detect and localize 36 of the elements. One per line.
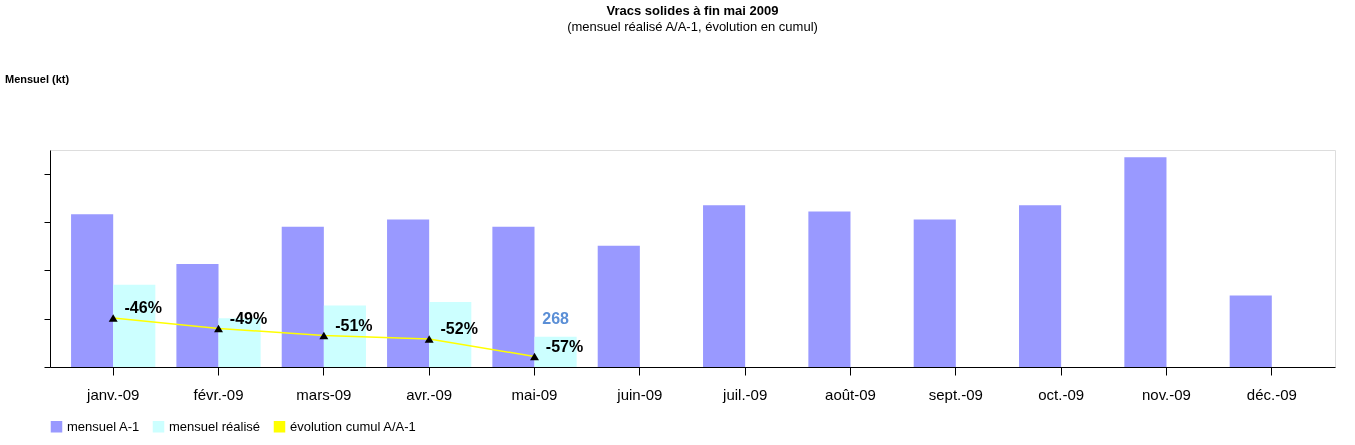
x-tick-label: févr.-09 [193,385,244,403]
x-tick-label: oct.-09 [1038,385,1085,403]
bar [281,226,324,367]
legend-label: mensuel réalisé [169,418,261,434]
data-label: 268 [542,309,570,327]
chart-subtitle: (mensuel réalisé A/A-1, évolution en cumul) [567,19,818,34]
data-label: -49% [229,309,268,327]
bar [703,205,746,367]
legend-label: évolution cumul A/A-1 [290,418,416,434]
bar [176,263,219,367]
text: Mensuel (kt) [5,73,70,85]
x-tick-label: juin-09 [616,385,663,403]
bar [808,211,851,367]
bar [913,219,956,367]
bar [1019,205,1062,367]
x-tick-label: août-09 [825,385,876,403]
x-tick-label: mars-09 [296,385,352,403]
data-label: -52% [440,320,478,337]
x-tick-label: juil.-09 [722,385,768,403]
bar [387,219,430,367]
data-label: -46% [124,299,162,316]
bar [597,245,640,367]
data-label: -57% [545,337,584,355]
data-label: -51% [335,316,373,334]
chart-title: Vracs solides à fin mai 2009 [606,3,779,18]
bar [1229,295,1272,367]
bar [71,214,114,367]
bar [492,226,535,367]
bar [1124,157,1167,367]
x-tick-label: janv.-09 [86,385,140,403]
x-tick-label: déc.-09 [1246,385,1297,403]
x-tick-label: sept.-09 [928,385,983,403]
x-tick-label: mai-09 [511,385,558,403]
x-tick-label: nov.-09 [1142,385,1191,403]
x-tick-label: avr.-09 [406,385,453,403]
legend-label: mensuel A-1 [67,418,140,434]
